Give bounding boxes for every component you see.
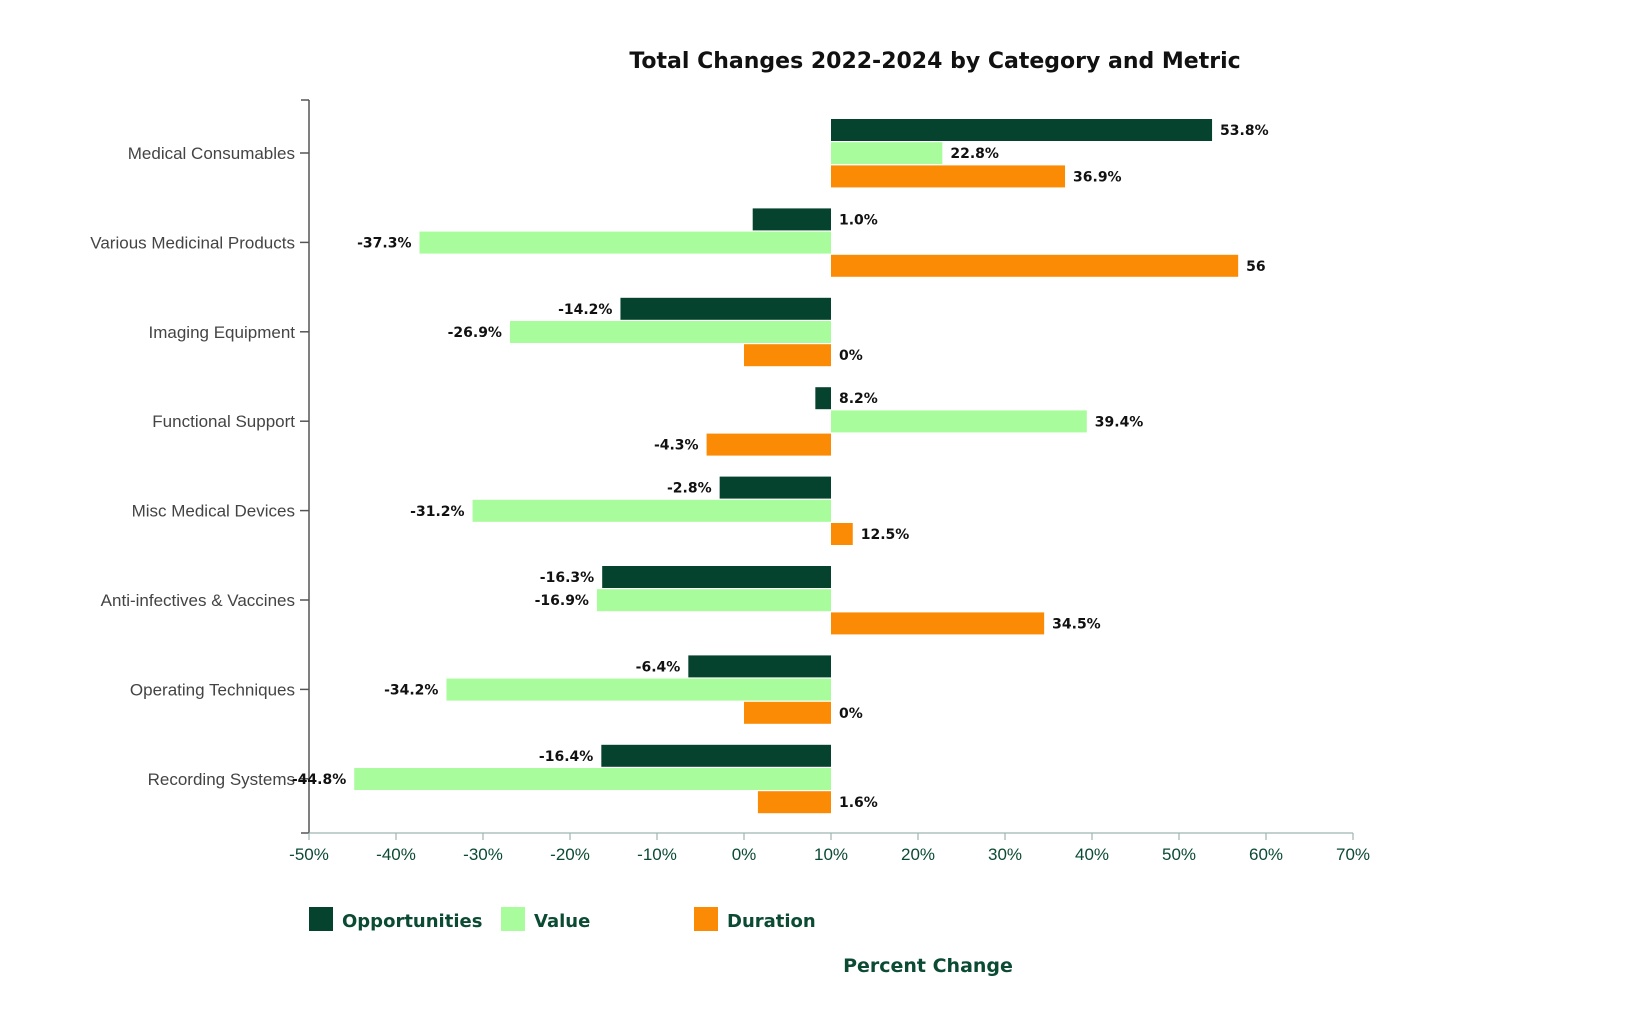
data-label-duration-misc-medical-devices: 12.5%	[861, 527, 910, 543]
bar-duration-misc-medical-devices	[831, 523, 853, 545]
x-tick-label: 40%	[1075, 845, 1109, 864]
legend-swatch-value	[501, 907, 525, 931]
data-label-duration-medical-consumables: 36.9%	[1073, 169, 1122, 185]
legend: Opportunities Value Duration	[309, 907, 816, 932]
bar-duration-various-medicinal-products	[831, 254, 1239, 277]
bars: 53.8% 22.8% 36.9% 1.0% -37.3% 56 -14.2% -26.9% 0…	[292, 119, 1269, 814]
x-tick-label: 10%	[814, 845, 848, 864]
bar-value-various-medicinal-products	[419, 231, 831, 254]
data-label-duration-imaging-equipment: 0%	[839, 348, 863, 364]
bar-opportunities-functional-support	[815, 387, 831, 410]
data-label-opportunities-various-medicinal-products: 1.0%	[839, 212, 878, 228]
bar-opportunities-recording-systems	[601, 744, 831, 767]
data-label-value-medical-consumables: 22.8%	[950, 146, 999, 162]
bar-value-imaging-equipment	[509, 321, 831, 343]
bar-opportunities-various-medicinal-products	[752, 208, 831, 231]
category-label-operating-techniques: Operating Techniques	[130, 680, 295, 699]
x-axis-title: Percent Change	[843, 955, 1013, 977]
bar-opportunities-operating-techniques	[688, 655, 831, 678]
bar-value-recording-systems	[354, 768, 831, 790]
x-tick-label: 50%	[1162, 845, 1196, 864]
legend-swatch-opportunities	[309, 907, 333, 931]
bar-value-medical-consumables	[831, 142, 943, 165]
x-tick-label: 30%	[988, 845, 1022, 864]
data-label-duration-recording-systems: 1.6%	[839, 795, 878, 811]
bar-opportunities-misc-medical-devices	[719, 476, 831, 499]
x-tick-label: -40%	[376, 845, 416, 864]
data-label-duration-functional-support: -4.3%	[654, 438, 699, 454]
bar-opportunities-anti-infectives-vaccines	[602, 566, 831, 588]
data-label-opportunities-anti-infectives-vaccines: -16.3%	[540, 570, 594, 586]
bar-value-functional-support	[831, 410, 1087, 433]
data-label-opportunities-operating-techniques: -6.4%	[636, 659, 681, 675]
x-tick-label: 0%	[732, 845, 757, 864]
data-label-duration-anti-infectives-vaccines: 34.5%	[1052, 616, 1101, 632]
bar-value-misc-medical-devices	[472, 499, 831, 522]
category-label-medical-consumables: Medical Consumables	[128, 144, 295, 163]
bar-opportunities-medical-consumables	[831, 119, 1213, 141]
data-label-value-misc-medical-devices: -31.2%	[410, 504, 464, 520]
x-tick-label: -10%	[637, 845, 677, 864]
data-label-value-functional-support: 39.4%	[1095, 414, 1144, 430]
data-label-opportunities-functional-support: 8.2%	[839, 391, 878, 407]
legend-swatch-duration	[694, 907, 718, 931]
bar-value-operating-techniques	[446, 678, 831, 701]
x-tick-label: 20%	[901, 845, 935, 864]
legend-label-duration: Duration	[727, 911, 816, 932]
data-label-opportunities-misc-medical-devices: -2.8%	[667, 481, 712, 497]
data-label-value-recording-systems: -44.8%	[292, 772, 346, 788]
bar-duration-operating-techniques	[744, 701, 831, 724]
axes: -50% -40% -30% -20% -10% 0% 10% 20% 30% 40% 50% 60%…	[90, 99, 1370, 864]
category-label-functional-support: Functional Support	[152, 412, 295, 431]
x-tick-label: 70%	[1336, 845, 1370, 864]
legend-label-value: Value	[534, 911, 590, 932]
category-label-recording-systems: Recording Systems	[148, 770, 295, 789]
data-label-value-imaging-equipment: -26.9%	[448, 325, 502, 341]
x-tick-label: 60%	[1249, 845, 1283, 864]
bar-duration-medical-consumables	[831, 165, 1066, 188]
data-label-duration-various-medicinal-products: 56	[1246, 259, 1265, 275]
bar-duration-recording-systems	[757, 791, 831, 814]
data-label-opportunities-imaging-equipment: -14.2%	[558, 302, 612, 318]
chart-title: Total Changes 2022-2024 by Category and …	[629, 49, 1240, 74]
data-label-opportunities-medical-consumables: 53.8%	[1220, 123, 1269, 139]
data-label-value-various-medicinal-products: -37.3%	[357, 236, 411, 252]
x-tick-label: -30%	[463, 845, 503, 864]
bar-duration-imaging-equipment	[744, 344, 831, 367]
bar-duration-anti-infectives-vaccines	[831, 612, 1045, 635]
bar-duration-functional-support	[706, 433, 831, 456]
category-label-various-medicinal-products: Various Medicinal Products	[90, 233, 295, 252]
category-label-misc-medical-devices: Misc Medical Devices	[132, 502, 295, 521]
data-label-opportunities-recording-systems: -16.4%	[539, 749, 593, 765]
data-label-value-anti-infectives-vaccines: -16.9%	[535, 593, 589, 609]
data-label-value-operating-techniques: -34.2%	[384, 683, 438, 699]
category-label-imaging-equipment: Imaging Equipment	[149, 323, 296, 342]
x-tick-label: -50%	[289, 845, 329, 864]
legend-label-opportunities: Opportunities	[342, 911, 482, 932]
bar-value-anti-infectives-vaccines	[596, 589, 831, 612]
bar-opportunities-imaging-equipment	[620, 297, 831, 320]
category-label-anti-infectives-vaccines: Anti-infectives & Vaccines	[101, 591, 295, 610]
x-tick-label: -20%	[550, 845, 590, 864]
data-label-duration-operating-techniques: 0%	[839, 706, 863, 722]
